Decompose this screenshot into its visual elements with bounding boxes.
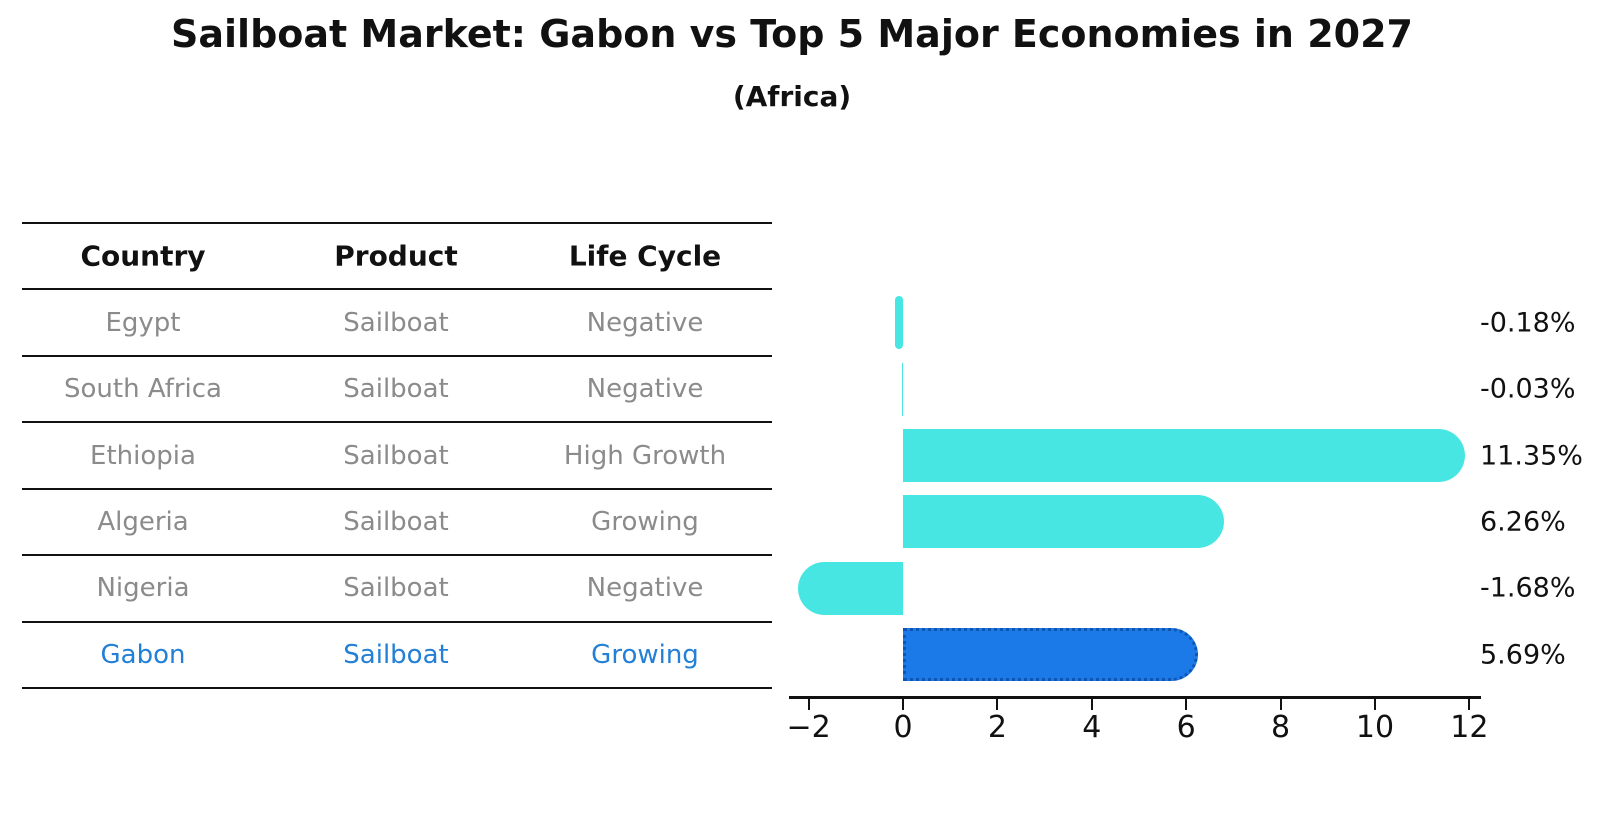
cell-product: Sailboat [343,573,449,604]
x-axis-tick [807,699,810,710]
value-label: 11.35% [1480,440,1583,471]
cell-life_cycle: Negative [586,573,704,604]
cell-product: Sailboat [343,374,449,405]
bar-nigeria [797,561,903,615]
cell-product: Sailboat [343,506,449,537]
cell-life_cycle: High Growth [563,440,727,471]
bar-algeria [903,495,1225,549]
cell-life_cycle: Negative [586,374,704,405]
cell-country: Gabon [100,639,186,670]
x-axis-tick-label: 6 [1176,710,1196,745]
x-axis-tick [1468,699,1471,710]
cell-life_cycle: Growing [591,639,699,670]
table-rule [22,687,772,689]
table-rule [22,487,772,490]
cell-product: Sailboat [343,440,449,471]
cell-country: Ethiopia [90,440,196,471]
x-axis-tick-label: 0 [893,710,913,745]
x-axis-tick [902,699,904,710]
x-axis-tick-label: 8 [1271,710,1291,745]
table-rule [22,421,772,424]
x-axis-tick [1279,699,1282,710]
cell-life_cycle: Growing [591,506,699,537]
x-axis-tick-label: −2 [786,710,831,745]
x-axis-tick [996,699,999,710]
cell-product: Sailboat [343,307,449,338]
x-axis-tick-label: 12 [1450,710,1489,745]
bar-south-africa [901,362,903,416]
bar-ethiopia [903,429,1465,482]
cell-country: South Africa [64,374,222,405]
x-axis-line [789,696,1481,699]
cell-life_cycle: Negative [586,307,704,338]
x-axis-tick-label: 2 [987,710,1007,745]
value-label: 5.69% [1480,639,1566,671]
cell-country: Algeria [97,506,189,537]
x-axis-tick-label: 10 [1355,710,1395,745]
value-label: -1.68% [1480,572,1576,604]
table-rule [22,288,772,291]
table-rule [22,222,772,224]
table-rule [22,354,772,357]
value-label: -0.03% [1480,373,1576,405]
column-header: Country [80,239,206,273]
value-label: -0.18% [1480,307,1576,339]
x-axis-tick [1090,699,1093,710]
chart-subtitle: (Africa) [732,80,852,113]
column-header: Life Cycle [568,239,722,273]
cell-product: Sailboat [343,639,449,670]
bar-egypt [894,296,903,350]
table-rule [22,554,772,557]
x-axis-tick [1374,699,1376,710]
column-header: Product [334,239,458,273]
table-rule [22,620,772,623]
x-axis-tick-label: 4 [1082,710,1102,745]
value-label: 6.26% [1480,506,1566,538]
bar-gabon [903,628,1198,682]
cell-country: Nigeria [96,573,190,604]
x-axis-tick [1185,699,1188,710]
cell-country: Egypt [105,307,181,338]
chart-title: Sailboat Market: Gabon vs Top 5 Major Ec… [171,12,1413,56]
